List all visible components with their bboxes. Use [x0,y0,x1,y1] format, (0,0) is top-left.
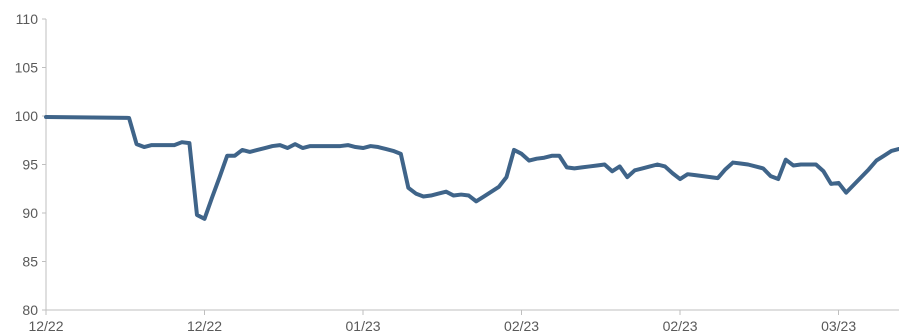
x-tick-label: 12/22 [187,318,222,334]
x-tick-label: 03/23 [821,318,856,334]
plot-area [44,114,899,221]
y-tick-label: 90 [22,205,38,221]
y-tick-label: 100 [15,108,39,124]
x-tick-label: 01/23 [346,318,381,334]
series-line-0 [44,114,899,221]
y-axis: 80 85 90 95 100 105 110 [15,11,47,318]
x-tick-label: 02/23 [663,318,698,334]
y-tick-label: 95 [22,157,38,173]
y-tick-label: 80 [22,302,38,318]
x-axis: 12/22 12/22 01/23 02/23 02/23 03/23 [28,309,899,334]
x-tick-label: 02/23 [504,318,539,334]
x-tick-label: 12/22 [28,318,63,334]
y-tick-label: 105 [15,60,39,76]
y-tick-label: 85 [22,254,38,270]
y-tick-label: 110 [16,11,39,27]
